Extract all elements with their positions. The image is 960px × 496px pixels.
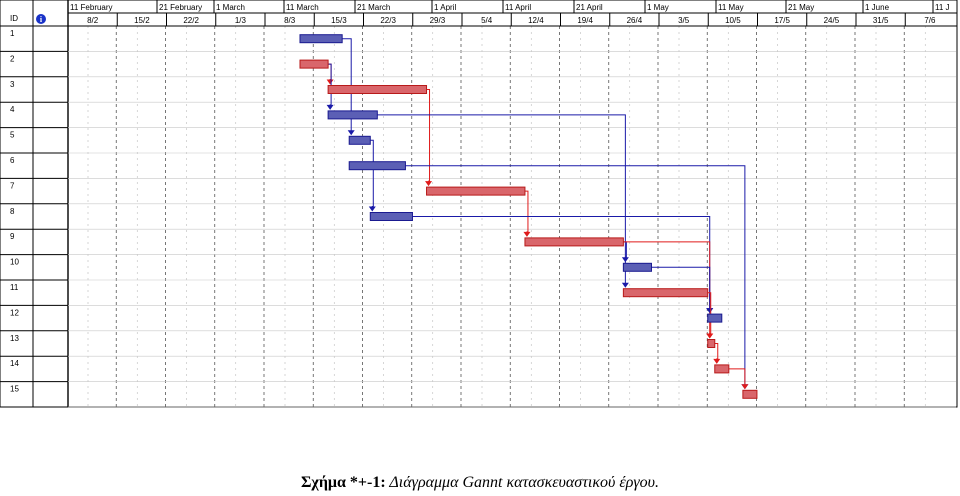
bottom-tier-label: 8/3 <box>284 16 296 25</box>
info-icon-circle <box>36 14 46 24</box>
task-bar-14 <box>714 364 730 374</box>
task-bar-1 <box>299 34 343 44</box>
top-tier-label: 11 J <box>935 3 950 12</box>
row-id: 9 <box>10 232 15 241</box>
top-tier-label: 1 March <box>216 3 245 12</box>
row-id: 7 <box>10 181 15 190</box>
row-id: 11 <box>10 283 19 292</box>
top-tier-label: 1 April <box>434 3 456 12</box>
task-bar-11 <box>622 288 709 298</box>
task-bar-10 <box>622 262 652 272</box>
link-arrow-13-14 <box>713 358 721 364</box>
row-id: 4 <box>10 105 15 114</box>
top-tier-label: 21 March <box>357 3 390 12</box>
bottom-tier-label: 24/5 <box>824 16 840 25</box>
bottom-tier-label: 5/4 <box>481 16 493 25</box>
row-id: 5 <box>10 131 15 140</box>
bottom-tier-label: 7/6 <box>924 16 936 25</box>
task-bar-9 <box>524 237 624 247</box>
task-bar-2 <box>299 59 329 69</box>
top-tier-label: 11 February <box>70 3 113 12</box>
bottom-tier-label: 15/2 <box>134 16 150 25</box>
bottom-tier-label: 17/5 <box>774 16 790 25</box>
link-arrow-3-7 <box>425 181 433 187</box>
link-8-12 <box>412 216 711 313</box>
top-tier-label: 1 June <box>865 3 890 12</box>
link-arrow-5-8 <box>368 206 376 212</box>
link-arrow-2-4 <box>326 104 334 110</box>
top-tier-label: 21 February <box>159 3 202 12</box>
task-bar-15 <box>742 389 758 399</box>
row-id: 12 <box>10 308 19 317</box>
task-bar-6 <box>348 161 406 171</box>
row-id: 13 <box>10 334 19 343</box>
top-tier-label: 21 April <box>576 3 603 12</box>
top-tier-label: 21 May <box>788 3 814 12</box>
link-arrow-11-13 <box>706 333 714 339</box>
bottom-tier-label: 26/4 <box>627 16 643 25</box>
id-column-header: ID <box>10 14 18 23</box>
bottom-tier-label: 8/2 <box>87 16 99 25</box>
task-bar-3 <box>327 85 428 94</box>
link-arrow-14-15 <box>741 384 749 390</box>
link-3-7 <box>426 89 431 186</box>
gantt-chart: ID i 11 February 21 February 1 March 11 March… <box>0 0 958 408</box>
task-bar-5 <box>348 135 371 145</box>
row-id: 14 <box>10 359 19 368</box>
caption-label: Σχήμα *+-1 <box>300 474 381 491</box>
top-tier-label: 11 April <box>505 3 531 12</box>
caption-text: Διάγραμμα Gannt κατασκευαστικού έργου. <box>385 474 660 491</box>
link-4-11 <box>377 114 626 287</box>
top-tier-label: 11 March <box>286 3 319 12</box>
row-id: 6 <box>10 156 15 165</box>
link-arrow-1-5 <box>347 130 355 136</box>
link-arrow-4-11 <box>621 282 629 288</box>
bottom-tier-label: 31/5 <box>873 16 889 25</box>
task-bars <box>299 34 758 399</box>
row-id: 2 <box>10 54 15 63</box>
bottom-tier-label: 29/3 <box>430 16 446 25</box>
task-bar-7 <box>426 186 526 196</box>
info-icon-glyph: i <box>40 15 43 24</box>
bottom-tier-label: 19/4 <box>577 16 593 25</box>
row-id: 3 <box>10 80 15 89</box>
top-tier-label: 1 May <box>647 3 669 12</box>
task-bar-8 <box>369 212 413 221</box>
link-arrow-2-3 <box>326 79 334 85</box>
link-5-8 <box>370 139 374 211</box>
row-id: 10 <box>10 258 19 267</box>
bottom-tier-label: 15/3 <box>331 16 347 25</box>
link-arrow-9-10 <box>621 257 629 263</box>
info-icon: i <box>36 14 46 24</box>
link-6-15 <box>405 165 746 389</box>
bottom-tier-label: 12/4 <box>528 16 544 25</box>
bottom-tier-label: 10/5 <box>725 16 741 25</box>
row-id: 8 <box>10 207 15 216</box>
figure-caption: Σχήμα *+-1: Διάγραμμα Gannt κατασκευαστι… <box>0 474 960 492</box>
link-arrow-7-9 <box>523 231 531 237</box>
task-bar-12 <box>707 313 723 323</box>
bottom-tier-label: 22/3 <box>380 16 396 25</box>
dependency-links <box>326 38 749 390</box>
bottom-tier-label: 1/3 <box>235 16 247 25</box>
bottom-tier-label: 3/5 <box>678 16 690 25</box>
bottom-tier-label: 22/2 <box>183 16 199 25</box>
row-id: 15 <box>10 385 19 394</box>
task-bar-13 <box>707 339 716 348</box>
task-bar-4 <box>327 110 378 120</box>
caption-separator: : <box>380 474 386 491</box>
top-tier-label: 11 May <box>718 3 744 12</box>
link-arrow-10-12 <box>706 308 714 314</box>
row-id: 1 <box>10 29 15 38</box>
